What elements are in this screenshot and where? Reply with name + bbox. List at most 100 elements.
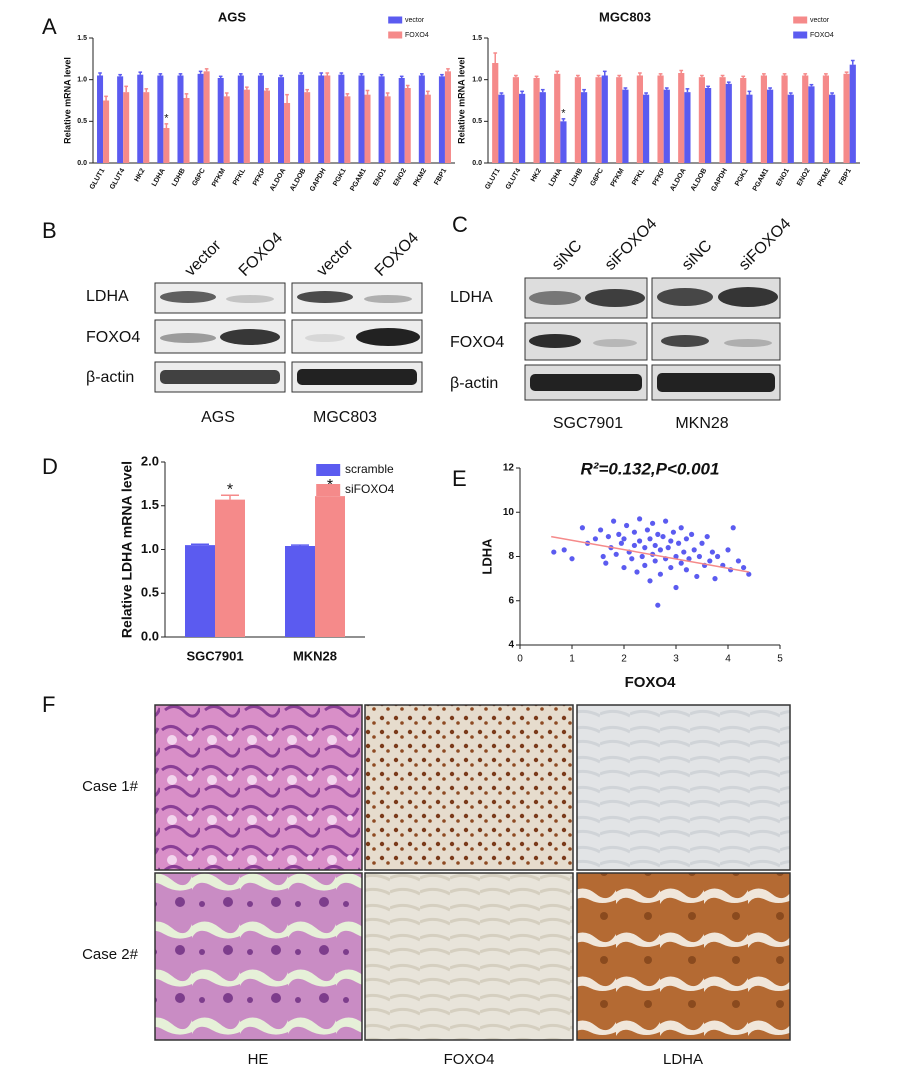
trend-line xyxy=(551,535,749,573)
legend-label: vector xyxy=(810,17,830,24)
blot-row-label: FOXO4 xyxy=(86,329,140,346)
blot-row-label: β-actin xyxy=(86,369,134,386)
ihc-image xyxy=(576,704,791,871)
y-tick-label: 1.5 xyxy=(141,497,159,512)
bar xyxy=(404,88,411,163)
bar xyxy=(595,77,602,163)
bar xyxy=(137,74,144,163)
x-tick-label: ENO2 xyxy=(392,167,408,187)
bar xyxy=(215,499,245,637)
point xyxy=(642,545,648,551)
bar xyxy=(103,100,110,163)
point xyxy=(655,602,661,608)
x-tick-label: PGAM1 xyxy=(349,167,368,192)
point xyxy=(681,549,687,555)
lane-label: vector xyxy=(182,237,225,280)
blot-row-label: LDHA xyxy=(450,289,493,306)
lane-label: siFOXO4 xyxy=(602,215,661,274)
point xyxy=(655,531,661,537)
cell-line-label: SGC7901 xyxy=(553,415,623,432)
bar xyxy=(358,75,365,163)
chart-title: MGC803 xyxy=(599,9,651,24)
x-tick-label: FBP1 xyxy=(838,167,853,186)
bar xyxy=(217,78,224,163)
legend-label: FOXO4 xyxy=(810,32,834,39)
point xyxy=(725,547,731,553)
bar xyxy=(304,92,311,163)
x-tick-label: GLUT1 xyxy=(89,167,107,190)
x-tick-label: 2 xyxy=(621,654,627,665)
y-tick-label: 4 xyxy=(508,640,514,651)
panel-label: E xyxy=(452,466,467,491)
bar xyxy=(177,75,184,163)
y-tick-label: 6 xyxy=(508,595,514,606)
point xyxy=(637,538,643,544)
point xyxy=(579,525,586,531)
y-axis-label: LDHA xyxy=(479,538,494,575)
point xyxy=(652,558,658,564)
bar xyxy=(574,77,581,163)
x-tick-label: PFKM xyxy=(211,167,227,188)
point xyxy=(683,567,690,573)
cell-line-label: MGC803 xyxy=(313,409,377,426)
x-tick-label: GLUT4 xyxy=(109,167,127,190)
point xyxy=(650,520,656,526)
point xyxy=(605,533,612,540)
lane-label: FOXO4 xyxy=(236,229,286,279)
point xyxy=(668,564,674,571)
x-tick-label: PKM2 xyxy=(817,167,833,187)
y-tick-label: 2.0 xyxy=(141,453,159,468)
bar xyxy=(849,64,856,163)
lane-label: siNC xyxy=(549,237,586,274)
point xyxy=(631,542,638,549)
legend-label: siFOXO4 xyxy=(345,482,395,496)
significance: * xyxy=(164,113,169,125)
bar xyxy=(533,78,540,163)
bar xyxy=(143,92,150,163)
bar xyxy=(746,94,753,163)
x-axis-label: FOXO4 xyxy=(625,674,677,691)
legend-swatch xyxy=(793,31,808,39)
bar xyxy=(237,75,244,163)
legend-swatch xyxy=(388,16,403,24)
point xyxy=(663,518,669,524)
point xyxy=(647,578,653,584)
point xyxy=(631,529,638,535)
x-tick-label: ALDOB xyxy=(690,167,709,192)
cell-line-label: MKN28 xyxy=(675,415,728,432)
point xyxy=(603,560,609,566)
y-tick-label: 1.0 xyxy=(472,77,482,84)
bar xyxy=(163,128,170,163)
x-tick-label: 4 xyxy=(725,654,731,665)
x-tick-label: PKM2 xyxy=(412,167,428,187)
point xyxy=(668,538,674,544)
point xyxy=(678,560,684,566)
x-tick-label: SGC7901 xyxy=(186,648,243,663)
point xyxy=(561,547,567,553)
y-tick-label: 0.5 xyxy=(77,118,87,125)
point xyxy=(639,553,645,560)
point xyxy=(629,556,635,562)
point xyxy=(618,540,625,546)
bar xyxy=(663,89,670,163)
bar xyxy=(822,75,829,163)
chart-title: R²=0.132,P<0.001 xyxy=(581,459,720,478)
point xyxy=(686,556,692,562)
point xyxy=(665,545,671,551)
bar xyxy=(684,92,691,163)
bar xyxy=(787,94,794,163)
y-tick-label: 0.0 xyxy=(472,160,482,167)
x-tick-label: PFKP xyxy=(652,167,668,187)
x-tick-label: GAPDH xyxy=(710,167,729,192)
bar xyxy=(498,94,505,163)
x-tick-label: GLUT1 xyxy=(484,167,502,190)
y-tick-label: 1.0 xyxy=(77,77,87,84)
x-tick-label: FBP1 xyxy=(433,167,448,186)
point xyxy=(621,564,627,571)
x-tick-label: HK2 xyxy=(134,167,147,183)
y-axis-label: Relative mRNA level xyxy=(62,57,72,144)
x-tick-label: G6PC xyxy=(589,167,605,187)
y-tick-label: 0.5 xyxy=(141,585,159,600)
legend-swatch xyxy=(388,31,403,39)
bar xyxy=(581,92,588,163)
